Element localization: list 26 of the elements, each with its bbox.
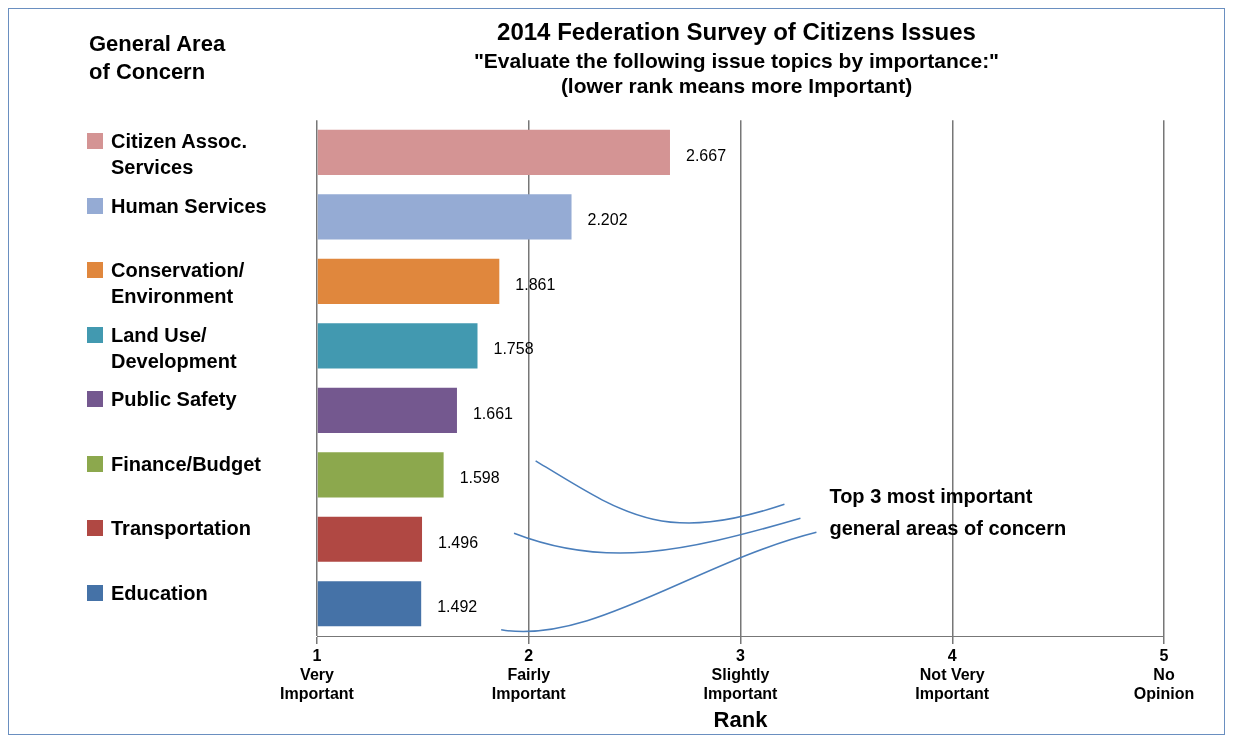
x-tick-label: 5 No Opinion [1133, 647, 1195, 703]
legend-label: Education [111, 580, 208, 606]
legend-title: General Area of Concern [89, 30, 227, 87]
legend-label: Human Services [111, 193, 267, 219]
x-tick-label: 3 Slightly Important [703, 647, 779, 703]
data-label: 1.492 [437, 598, 478, 616]
legend-label: Finance/Budget [111, 451, 262, 477]
data-label: 1.496 [438, 533, 479, 551]
data-label: 2.202 [587, 211, 628, 229]
data-label: 1.758 [493, 340, 534, 358]
data-label: 2.667 [685, 146, 727, 164]
legend-label: Land Use/ Development [111, 322, 238, 374]
x-axis-title: Rank [713, 706, 769, 732]
x-tick-label: 1 Very Important [280, 647, 355, 703]
chart-subtitle: "Evaluate the following issue topics by importance:" (lower rank means more Important) [473, 49, 1000, 98]
annotation: Top 3 most important general areas of concern [829, 484, 1067, 542]
data-label: 1.598 [459, 469, 500, 487]
legend-label: Conservation/ Environment [111, 258, 246, 310]
x-tick-label: 4 Not Very Important [915, 647, 990, 703]
chart-title: 2014 Federation Survey of Citizens Issues [497, 18, 976, 46]
legend-label: Transportation [111, 516, 252, 542]
legend-label: Public Safety [111, 387, 237, 413]
data-label: 1.861 [515, 275, 556, 293]
data-label: 1.661 [472, 404, 514, 422]
x-tick-label: 2 Fairly Important [491, 647, 567, 703]
legend-label: Citizen Assoc. Services [111, 129, 248, 181]
